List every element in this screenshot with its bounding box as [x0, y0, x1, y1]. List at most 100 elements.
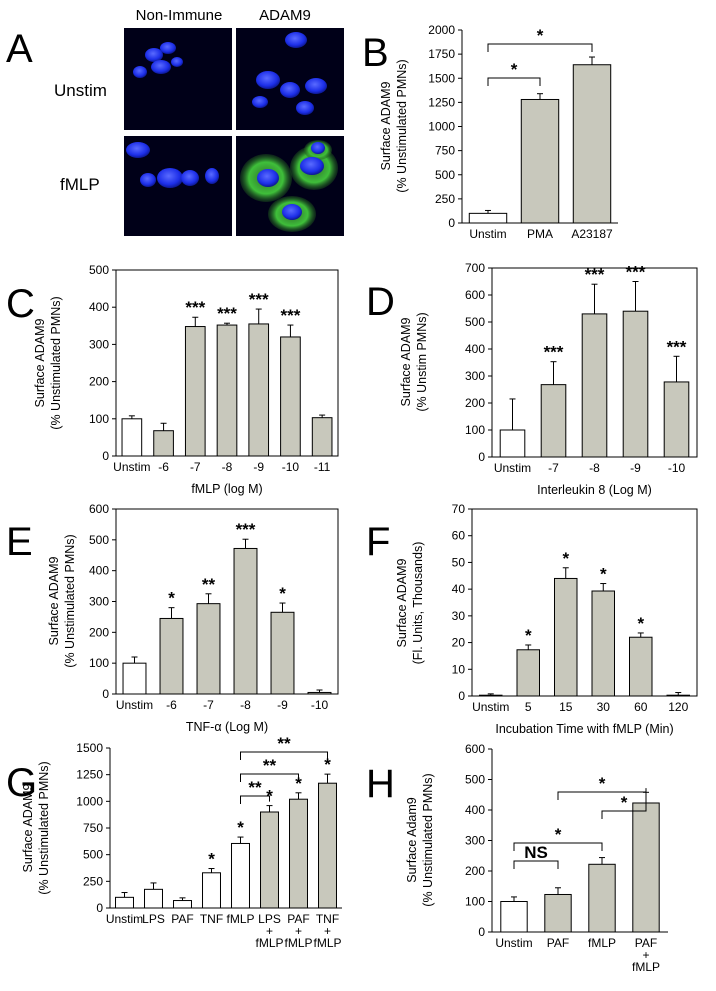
- x-tick-label: fMLP: [632, 960, 660, 974]
- significance-mark: *: [279, 584, 286, 603]
- x-tick-label: -10: [311, 698, 329, 712]
- y-axis-label: Surface ADAM9 (Fl. Units, Thousands): [395, 542, 425, 665]
- column-label-adam9: ADAM9: [259, 7, 311, 24]
- x-tick-label: 30: [597, 700, 611, 714]
- x-tick-label: -7: [548, 461, 559, 475]
- chart-b: B 0 250 500 750 1000 1250 1500 1750 2000 Surface A…: [362, 23, 618, 241]
- significance-mark: ***: [626, 263, 646, 282]
- x-tick-label: TNF: [200, 912, 223, 926]
- bar: [122, 662, 147, 695]
- x-axis-label: Incubation Time with fMLP (Min): [495, 722, 673, 736]
- y-tick-label: 1500: [428, 71, 455, 85]
- x-tick-label: -8: [240, 698, 251, 712]
- y-tick-label: 100: [465, 895, 485, 909]
- y-tick-label: 100: [465, 423, 485, 437]
- bracket-label: **: [277, 734, 291, 753]
- y-tick-label: 200: [465, 396, 485, 410]
- y-axis-label-line1: Surface ADAM9: [379, 81, 393, 170]
- bar: [520, 98, 560, 224]
- significance-mark: *: [295, 774, 302, 793]
- x-tick-label: fMLP: [588, 936, 616, 950]
- x-tick-label: PAF: [547, 936, 569, 950]
- y-tick-label: 30: [452, 609, 466, 623]
- bracket-label: *: [621, 793, 628, 812]
- x-axis-label: fMLP (log M): [191, 482, 262, 496]
- x-tick-label: -7: [203, 698, 214, 712]
- micrograph-adam9-unstim: [236, 28, 344, 130]
- x-tick-label: -6: [158, 460, 169, 474]
- micrograph-adam9-fmlp: [236, 136, 344, 236]
- y-tick-label: 2000: [428, 23, 455, 37]
- bar: [260, 811, 279, 909]
- significance-bracket: [240, 773, 299, 782]
- bar: [581, 313, 608, 458]
- significance-bracket: [601, 788, 647, 819]
- y-axis-label: Surface ADAM9 (% Unstimulated PMNs): [47, 534, 77, 667]
- x-tick-label: A23187: [571, 227, 613, 241]
- y-tick-label: 40: [452, 582, 466, 596]
- y-tick-label: 200: [89, 625, 109, 639]
- bar: [307, 691, 332, 695]
- chart-f: F 0 10 20 30 40 50 60 70 Surface ADAM9 (Fl. Units,…: [366, 502, 698, 736]
- bar: [468, 212, 508, 224]
- y-tick-label: 1000: [76, 794, 103, 808]
- bar: [280, 336, 301, 457]
- y-axis-label-line1: Surface ADAM9: [33, 318, 47, 407]
- bracket-label: **: [248, 778, 262, 797]
- y-axis-label-line1: Surface ADAM9: [47, 556, 61, 645]
- x-tick-label: -9: [253, 460, 264, 474]
- x-tick-label: Unstim: [113, 460, 150, 474]
- x-tick-label: +: [266, 924, 273, 938]
- significance-mark: *: [168, 589, 175, 608]
- x-tick-label: -8: [589, 461, 600, 475]
- x-tick-label: Unstim: [106, 912, 143, 926]
- y-tick-label: 0: [102, 449, 109, 463]
- panel-label-d: D: [366, 280, 395, 324]
- bar: [216, 324, 238, 457]
- bar: [540, 384, 567, 458]
- significance-mark: ***: [217, 304, 237, 323]
- x-tick-label: LPS: [258, 912, 281, 926]
- y-tick-label: 400: [465, 803, 485, 817]
- y-tick-label: 300: [89, 595, 109, 609]
- x-tick-label: -10: [668, 461, 686, 475]
- row-label-unstim: Unstim: [54, 81, 107, 100]
- y-tick-label: 250: [435, 192, 455, 206]
- bar: [516, 649, 540, 697]
- y-tick-label: 500: [435, 168, 455, 182]
- plot-frame: [471, 508, 698, 697]
- y-tick-label: 50: [452, 555, 466, 569]
- significance-bracket: [487, 43, 593, 52]
- y-tick-label: 60: [452, 529, 466, 543]
- significance-mark: ***: [185, 298, 205, 317]
- significance-mark: *: [208, 850, 215, 869]
- bar: [311, 417, 333, 457]
- panel-label-c: C: [6, 282, 35, 326]
- y-tick-label: 500: [465, 315, 485, 329]
- significance-bracket: [487, 77, 541, 86]
- plot-frame: [115, 508, 339, 695]
- significance-mark: *: [637, 614, 644, 633]
- chart-c: C 0 100 200 300 400 500 Surface ADAM9 (% Unstimu…: [6, 263, 339, 496]
- significance-mark: *: [562, 549, 569, 568]
- bar: [173, 900, 192, 909]
- y-tick-label: 20: [452, 636, 466, 650]
- x-tick-label: 5: [525, 700, 532, 714]
- significance-mark: *: [600, 565, 607, 584]
- bracket-label: *: [511, 60, 518, 79]
- x-tick-label: -9: [630, 461, 641, 475]
- bar: [231, 842, 250, 909]
- x-tick-label: -10: [282, 460, 300, 474]
- x-axis-label: Interleukin 8 (Log M): [537, 483, 652, 497]
- bar: [666, 694, 690, 697]
- bar: [153, 430, 174, 457]
- y-axis-label-line2: (% Unstim PMNs): [415, 312, 429, 411]
- panel-label-e: E: [6, 520, 33, 564]
- x-tick-label: 120: [668, 700, 688, 714]
- y-tick-label: 0: [102, 687, 109, 701]
- y-axis-label-line2: (% Unstimulated PMNs): [49, 296, 63, 429]
- y-axis-label: Surface ADAM9 (% Unstimulated PMNs): [33, 296, 63, 429]
- bar: [632, 802, 660, 933]
- x-tick-label: -8: [222, 460, 233, 474]
- y-tick-label: 100: [89, 656, 109, 670]
